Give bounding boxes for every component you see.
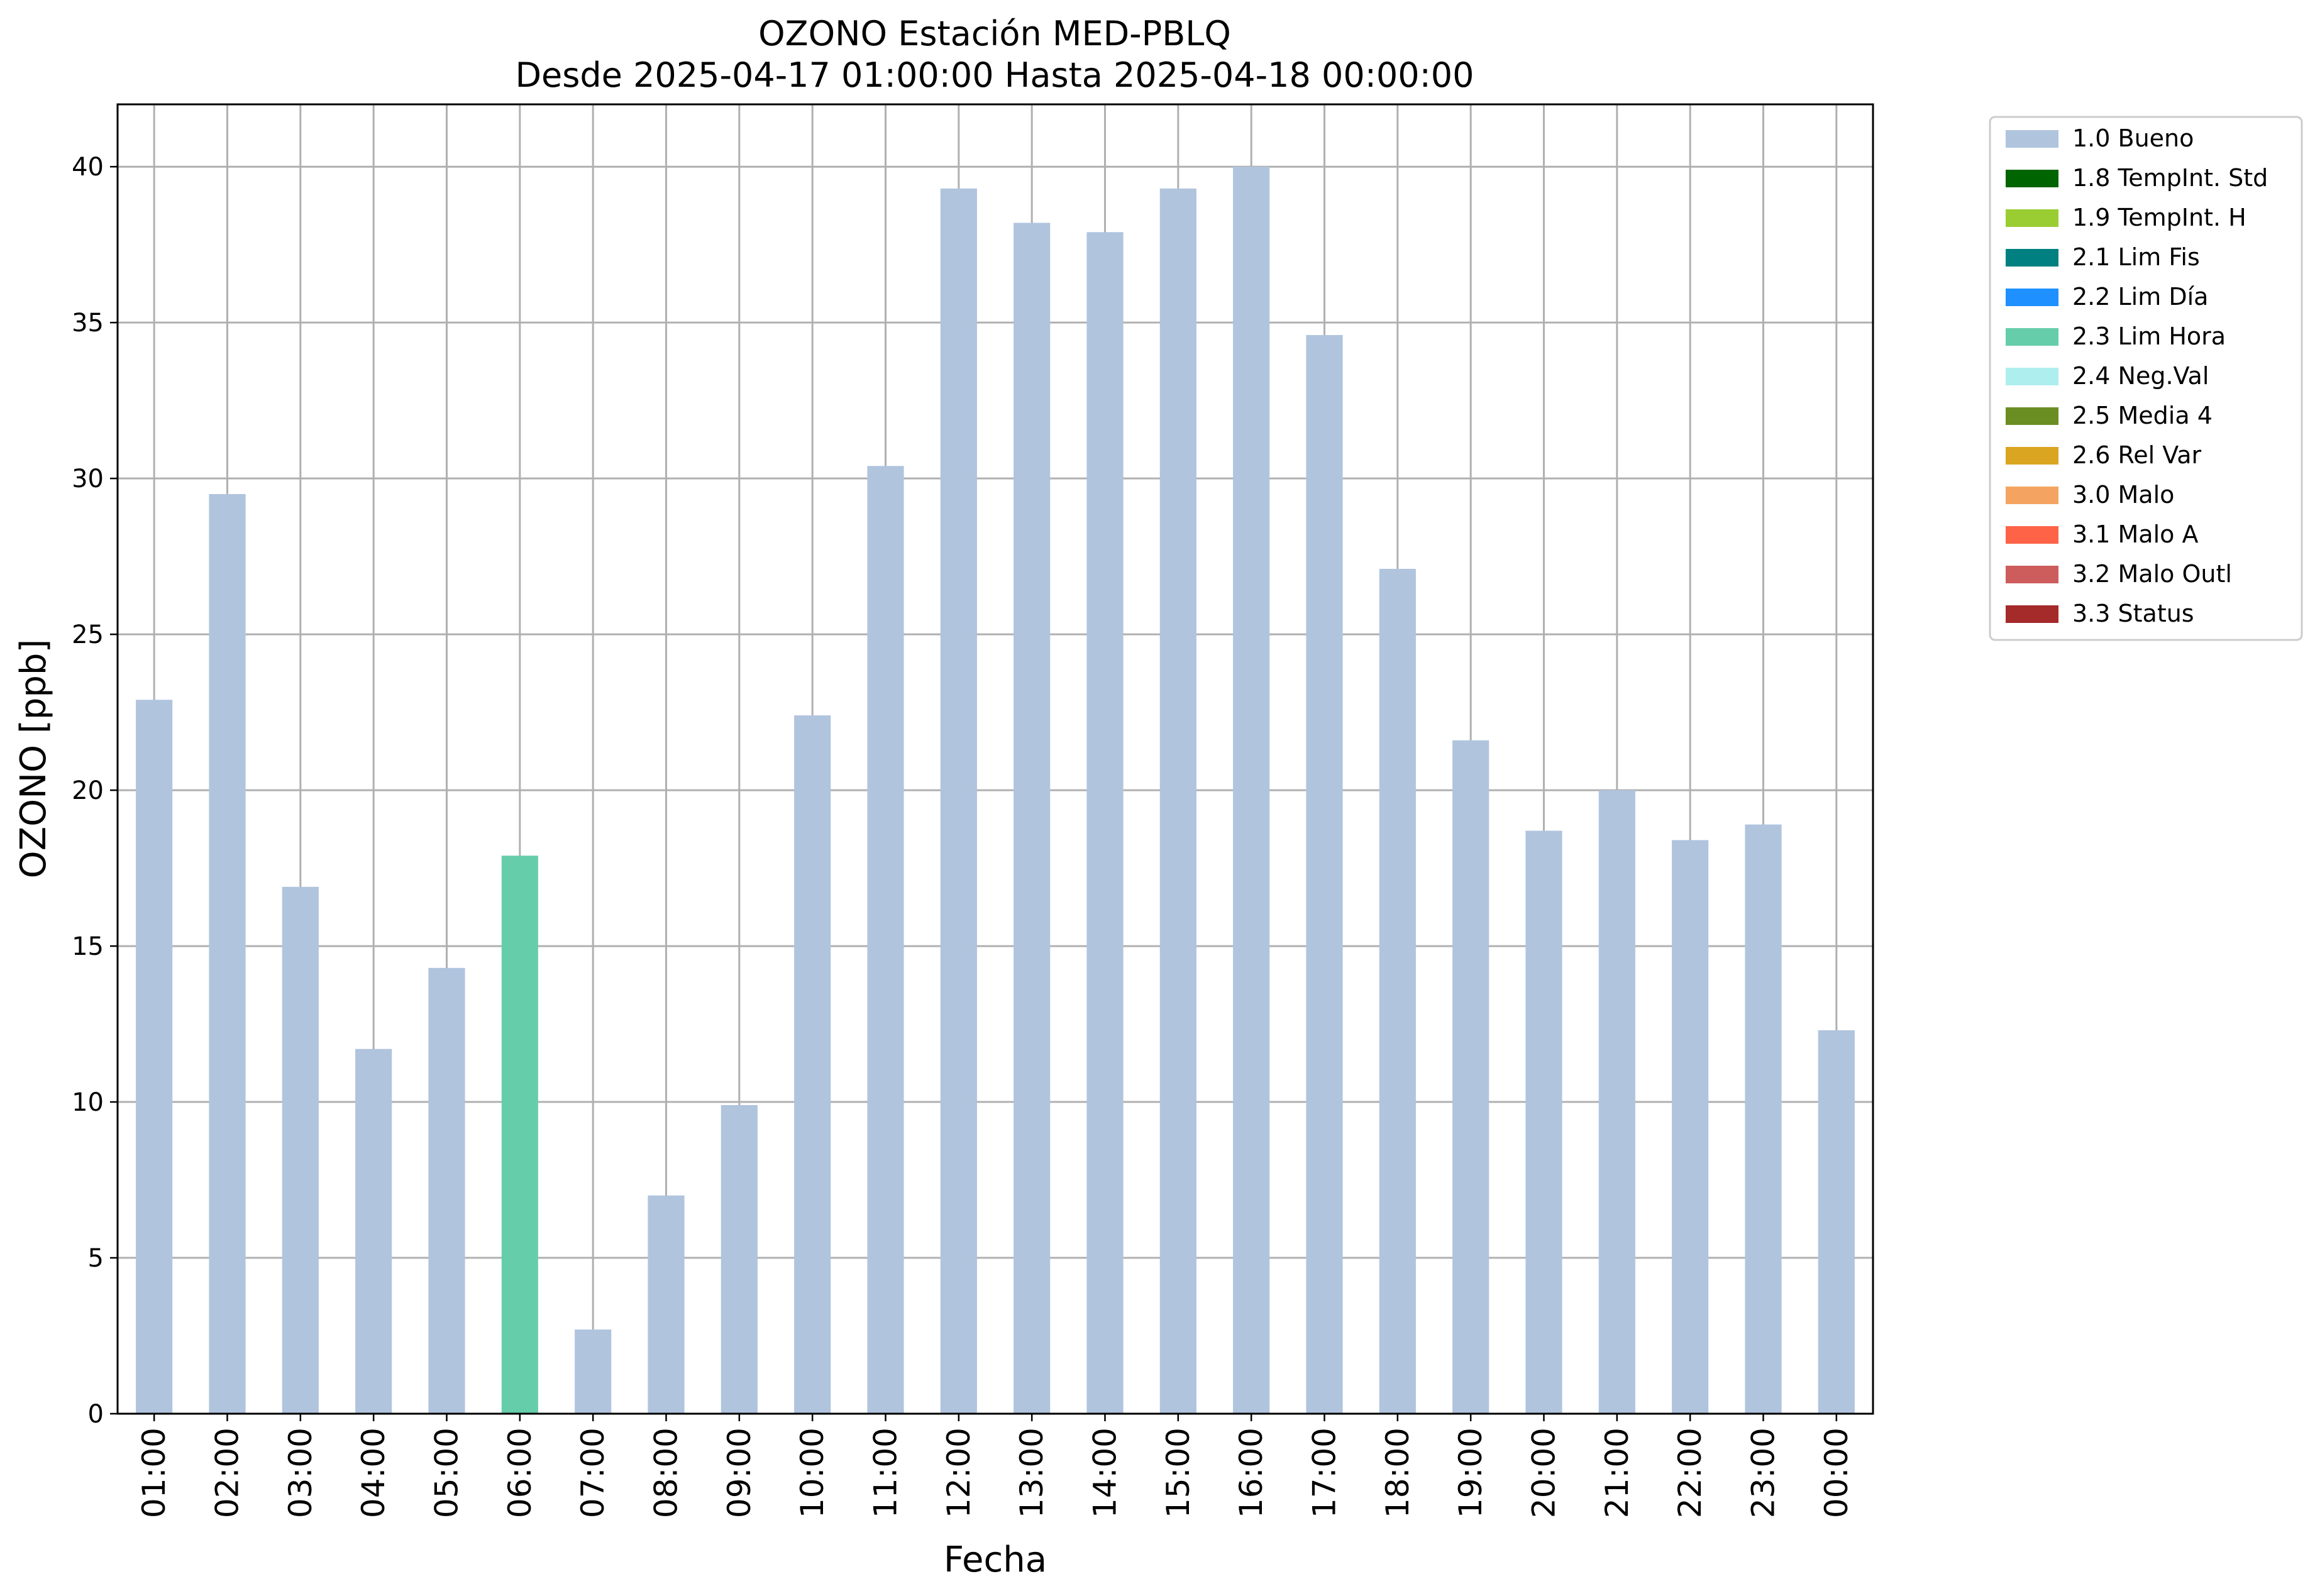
legend-label: 1.8 TempInt. Std (2072, 164, 2268, 192)
x-tick-label: 13:00 (1014, 1428, 1050, 1518)
x-tick-label: 04:00 (355, 1428, 392, 1518)
legend-swatch (2006, 289, 2058, 306)
legend-swatch (2006, 407, 2058, 425)
bar-0700 (575, 1329, 612, 1414)
x-axis-label: Fecha (944, 1539, 1047, 1580)
x-tick-label: 06:00 (502, 1428, 538, 1518)
bar-0000 (1818, 1030, 1855, 1414)
legend-swatch (2006, 328, 2058, 346)
legend-swatch (2006, 487, 2058, 504)
bar-1700 (1306, 335, 1343, 1414)
bar-1800 (1379, 568, 1416, 1414)
legend-label: 3.0 Malo (2072, 481, 2174, 509)
x-tick-label: 22:00 (1672, 1428, 1708, 1518)
x-tick-label: 00:00 (1818, 1428, 1855, 1518)
bars (136, 167, 1855, 1414)
legend-label: 3.3 Status (2072, 600, 2194, 627)
bar-1200 (940, 188, 977, 1414)
legend-swatch (2006, 605, 2058, 623)
bar-2000 (1525, 830, 1562, 1414)
y-tick-label: 30 (72, 465, 104, 493)
legend-items: 1.0 Bueno 1.8 TempInt. Std 1.9 TempInt. H 2… (2006, 124, 2268, 627)
bar-1900 (1452, 740, 1489, 1414)
bar-0900 (721, 1105, 758, 1414)
bar-0300 (282, 886, 319, 1414)
bar-1600 (1233, 167, 1270, 1414)
legend-swatch (2006, 447, 2058, 465)
legend-label: 1.9 TempInt. H (2072, 204, 2246, 231)
bar-1500 (1159, 188, 1196, 1414)
x-axis-ticks: 01:00 02:00 03:00 04:00 05:00 06:00 07:00 08:00… (136, 1414, 1855, 1518)
bar-0100 (136, 700, 173, 1414)
legend-swatch (2006, 170, 2058, 187)
legend-label: 2.3 Lim Hora (2072, 322, 2226, 350)
chart-subtitle: Desde 2025-04-17 01:00:00 Hasta 2025-04-… (515, 55, 1474, 95)
bar-1100 (867, 466, 904, 1414)
bar-0200 (209, 493, 246, 1414)
x-tick-label: 01:00 (136, 1428, 172, 1518)
y-tick-label: 15 (72, 932, 104, 961)
x-tick-label: 17:00 (1307, 1428, 1343, 1518)
bar-2100 (1598, 790, 1635, 1414)
legend-swatch (2006, 209, 2058, 227)
x-tick-label: 23:00 (1745, 1428, 1782, 1518)
bar-0800 (648, 1195, 685, 1414)
x-tick-label: 11:00 (868, 1428, 904, 1518)
bar-2300 (1745, 824, 1782, 1414)
legend-label: 2.5 Media 4 (2072, 402, 2213, 429)
bar-2200 (1672, 840, 1709, 1414)
bar-1000 (794, 715, 831, 1414)
legend-label: 3.2 Malo Outl (2072, 560, 2232, 588)
legend-swatch (2006, 249, 2058, 267)
bar-1300 (1014, 223, 1051, 1414)
chart-title: OZONO Estación MED-PBLQ (758, 14, 1231, 53)
x-tick-label: 21:00 (1599, 1428, 1635, 1518)
y-tick-label: 0 (88, 1400, 104, 1429)
x-tick-label: 03:00 (282, 1428, 319, 1518)
legend-label: 2.1 Lim Fis (2072, 243, 2200, 271)
y-tick-label: 5 (88, 1244, 104, 1273)
y-tick-label: 25 (72, 620, 104, 649)
legend-label: 2.4 Neg.Val (2072, 362, 2209, 390)
y-axis-ticks: 0 5 10 15 20 25 30 35 40 (72, 153, 118, 1429)
bar-0500 (428, 967, 465, 1414)
x-tick-label: 20:00 (1526, 1428, 1562, 1518)
y-tick-label: 10 (72, 1088, 104, 1117)
x-tick-label: 19:00 (1452, 1428, 1489, 1518)
x-tick-label: 02:00 (209, 1428, 246, 1518)
legend-label: 2.2 Lim Día (2072, 283, 2208, 311)
legend-label: 2.6 Rel Var (2072, 441, 2202, 469)
x-tick-label: 10:00 (794, 1428, 831, 1518)
y-tick-label: 20 (72, 776, 104, 805)
legend-frame (1989, 116, 2303, 641)
legend-label: 3.1 Malo A (2072, 520, 2198, 548)
y-tick-label: 35 (72, 309, 104, 338)
x-tick-label: 07:00 (575, 1428, 611, 1518)
plot-area-frame (116, 103, 1874, 1415)
x-tick-label: 09:00 (721, 1428, 758, 1518)
x-tick-label: 08:00 (648, 1428, 685, 1518)
legend-swatch (2006, 566, 2058, 583)
bar-0400 (355, 1048, 392, 1414)
bar-0600 (501, 856, 538, 1414)
legend-swatch (2006, 368, 2058, 385)
x-tick-label: 16:00 (1233, 1428, 1269, 1518)
legend: 1.0 Bueno 1.8 TempInt. Std 1.9 TempInt. H 2… (1989, 116, 2303, 641)
x-tick-label: 18:00 (1379, 1428, 1416, 1518)
bar-1400 (1086, 232, 1124, 1414)
x-tick-label: 14:00 (1087, 1428, 1124, 1518)
y-tick-label: 40 (72, 153, 104, 182)
x-tick-label: 05:00 (429, 1428, 465, 1518)
legend-label: 1.0 Bueno (2072, 124, 2194, 152)
legend-swatch (2006, 526, 2058, 544)
x-tick-label: 12:00 (941, 1428, 977, 1518)
y-axis-label: OZONO [ppb] (13, 639, 54, 879)
legend-swatch (2006, 130, 2058, 148)
x-tick-label: 15:00 (1160, 1428, 1196, 1518)
